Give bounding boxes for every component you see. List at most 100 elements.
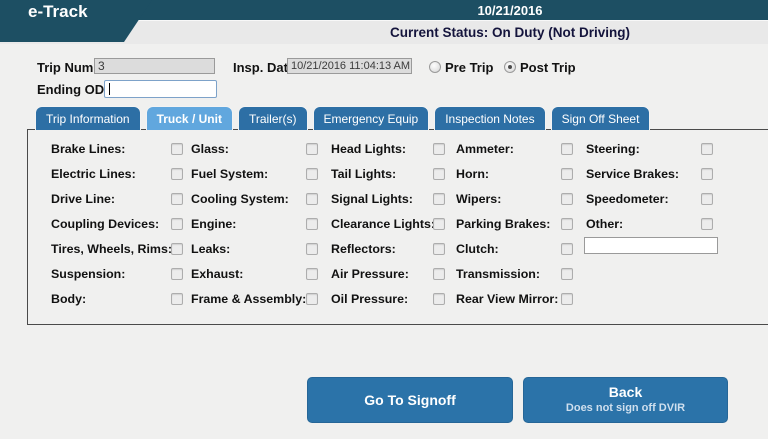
checklist-item-label: Glass: <box>191 141 229 156</box>
checklist-column-4: Ammeter: Horn: Wipers: Parking Brakes: Clutc… <box>456 136 573 311</box>
checklist-item-label: Reflectors: <box>331 241 396 256</box>
checkbox[interactable] <box>306 217 318 230</box>
checklist-item-label: Parking Brakes: <box>456 216 551 231</box>
checkbox[interactable] <box>171 292 183 305</box>
header-corner-shape <box>0 0 152 42</box>
checklist-column-5: Steering: Service Brakes: Speedometer: Othe… <box>586 136 713 236</box>
checklist-item-label: Air Pressure: <box>331 266 409 281</box>
checklist-row: Service Brakes: <box>586 161 713 186</box>
post-trip-radio[interactable] <box>504 61 516 73</box>
checkbox[interactable] <box>433 267 445 280</box>
checklist-item-label: Clutch: <box>456 241 499 256</box>
checklist-row: Body: <box>51 286 183 311</box>
checkbox[interactable] <box>561 142 573 155</box>
checkbox[interactable] <box>701 167 713 180</box>
checkbox[interactable] <box>433 192 445 205</box>
back-button-subtitle: Does not sign off DVIR <box>565 402 686 414</box>
go-to-signoff-button[interactable]: Go To Signoff <box>307 377 513 423</box>
checkbox[interactable] <box>171 142 183 155</box>
checkbox[interactable] <box>561 217 573 230</box>
ending-odo-label: Ending ODO: <box>37 82 119 97</box>
checkbox[interactable] <box>561 292 573 305</box>
checklist-item-label: Tail Lights: <box>331 166 397 181</box>
checkbox[interactable] <box>306 142 318 155</box>
checklist-item-label: Wipers: <box>456 191 502 206</box>
checkbox[interactable] <box>701 142 713 155</box>
header-date: 10/21/2016 <box>477 3 543 18</box>
insp-date-field <box>287 58 412 74</box>
checkbox[interactable] <box>171 267 183 280</box>
checkbox[interactable] <box>433 142 445 155</box>
checklist-row: Parking Brakes: <box>456 211 573 236</box>
insp-date-label: Insp. Date: <box>233 60 300 75</box>
checkbox[interactable] <box>701 192 713 205</box>
checklist-row: Brake Lines: <box>51 136 183 161</box>
ending-odo-input[interactable] <box>105 81 216 97</box>
truck-unit-checklist-panel: Brake Lines: Electric Lines: Drive Line: Co… <box>27 129 768 325</box>
checkbox[interactable] <box>171 242 183 255</box>
checklist-item-label: Service Brakes: <box>586 166 679 181</box>
checklist-item-label: Head Lights: <box>331 141 407 156</box>
checklist-item-label: Ammeter: <box>456 141 514 156</box>
pre-trip-label[interactable]: Pre Trip <box>445 60 494 75</box>
checklist-row: Horn: <box>456 161 573 186</box>
checkbox[interactable] <box>306 292 318 305</box>
checkbox[interactable] <box>561 167 573 180</box>
checklist-item-label: Tires, Wheels, Rims: <box>51 241 172 256</box>
checklist-item-label: Engine: <box>191 216 237 231</box>
checkbox[interactable] <box>433 242 445 255</box>
checkbox[interactable] <box>433 292 445 305</box>
checkbox[interactable] <box>701 217 713 230</box>
checklist-item-label: Clearance Lights: <box>331 216 435 231</box>
checklist-row: Drive Line: <box>51 186 183 211</box>
checkbox[interactable] <box>171 217 183 230</box>
checklist-item-label: Horn: <box>456 166 490 181</box>
checklist-item-label: Exhaust: <box>191 266 244 281</box>
tab-trip-information[interactable]: Trip Information <box>35 106 141 130</box>
checkbox[interactable] <box>561 267 573 280</box>
checklist-item-label: Leaks: <box>191 241 231 256</box>
checklist-item-label: Suspension: <box>51 266 126 281</box>
back-button[interactable]: Back Does not sign off DVIR <box>523 377 728 423</box>
checklist-row: Steering: <box>586 136 713 161</box>
checklist-item-label: Steering: <box>586 141 640 156</box>
checkbox[interactable] <box>561 192 573 205</box>
tab-truck-unit[interactable]: Truck / Unit <box>145 106 233 130</box>
checklist-row: Fuel System: <box>191 161 318 186</box>
checkbox[interactable] <box>171 192 183 205</box>
current-status-text: Current Status: On Duty (Not Driving) <box>390 25 630 40</box>
checklist-item-label: Oil Pressure: <box>331 291 409 306</box>
tab-bar: Trip Information Truck / Unit Trailer(s)… <box>35 106 655 130</box>
checklist-row: Transmission: <box>456 261 573 286</box>
tab-trailers[interactable]: Trailer(s) <box>237 106 308 130</box>
header-bar <box>0 0 768 20</box>
checkbox[interactable] <box>171 167 183 180</box>
checklist-row: Cooling System: <box>191 186 318 211</box>
checklist-item-label: Signal Lights: <box>331 191 413 206</box>
tab-inspection-notes[interactable]: Inspection Notes <box>434 106 546 130</box>
checklist-row: Reflectors: <box>331 236 445 261</box>
checklist-item-label: Cooling System: <box>191 191 289 206</box>
checkbox[interactable] <box>433 167 445 180</box>
checkbox[interactable] <box>433 217 445 230</box>
checkbox[interactable] <box>306 242 318 255</box>
checklist-row: Frame & Assembly: <box>191 286 318 311</box>
pre-trip-radio[interactable] <box>429 61 441 73</box>
other-text-input[interactable] <box>584 237 718 254</box>
checkbox[interactable] <box>561 242 573 255</box>
checklist-row: Other: <box>586 211 713 236</box>
checklist-item-label: Rear View Mirror: <box>456 291 559 306</box>
checklist-row: Clutch: <box>456 236 573 261</box>
checkbox[interactable] <box>306 267 318 280</box>
checklist-row: Speedometer: <box>586 186 713 211</box>
tab-emergency-equip[interactable]: Emergency Equip <box>312 106 430 130</box>
checklist-row: Engine: <box>191 211 318 236</box>
post-trip-label[interactable]: Post Trip <box>520 60 576 75</box>
checkbox[interactable] <box>306 192 318 205</box>
checklist-row: Ammeter: <box>456 136 573 161</box>
checklist-row: Suspension: <box>51 261 183 286</box>
checkbox[interactable] <box>306 167 318 180</box>
checklist-row: Tail Lights: <box>331 161 445 186</box>
tab-sign-off-sheet[interactable]: Sign Off Sheet <box>550 106 651 130</box>
checklist-item-label: Frame & Assembly: <box>191 291 307 306</box>
